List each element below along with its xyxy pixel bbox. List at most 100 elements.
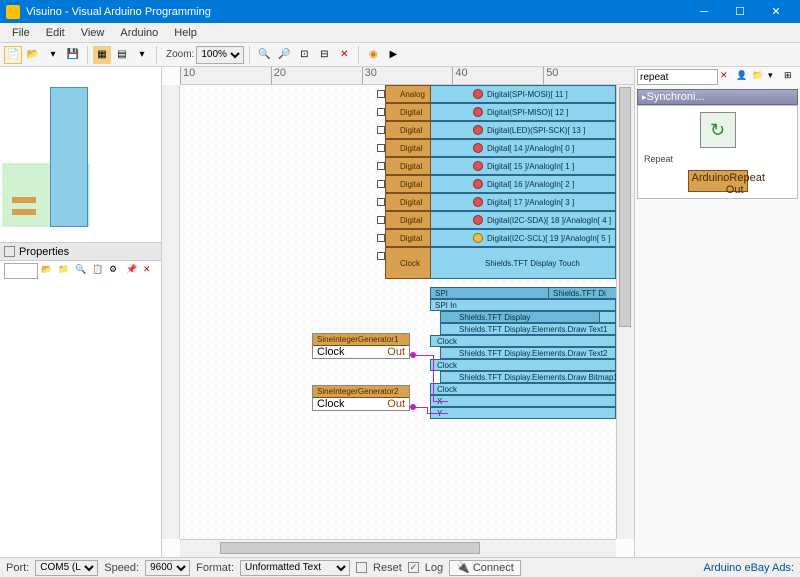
pin-label-digital: Digital [385,175,431,193]
zoom-fit-icon[interactable]: ⊡ [295,46,313,64]
menu-view[interactable]: View [73,25,113,41]
left-panel: Properties 📂 📁 🔍 📋 ⚙ 📌 ✕ [0,67,162,557]
pin-label-digital: Digital [385,211,431,229]
save-button[interactable]: 💾 [64,46,82,64]
dropdown-icon[interactable]: ▾ [44,46,62,64]
close-button[interactable]: ✕ [758,0,794,23]
delete-icon[interactable]: ✕ [335,46,353,64]
zoom-in-icon[interactable]: 🔍 [255,46,273,64]
statusbar: Port: COM5 (L Speed: 9600 Format: Unform… [0,557,800,577]
app-icon [6,5,20,19]
component-palette: ✕ 👤 📁 ▾ ⊞ ▸ Synchroni... ↻ Repeat Arduin… [634,67,800,557]
pin-indicator-icon [473,161,483,171]
pin-label-digital: Digital [385,157,431,175]
shield-clock3[interactable]: Clock [430,383,616,395]
zoom-sel-icon[interactable]: ⊟ [315,46,333,64]
grid-button[interactable]: ▦ [93,46,111,64]
props-pin-icon[interactable]: 📌 [126,264,140,278]
minimize-button[interactable]: ─ [686,0,722,23]
pin-indicator-icon [473,233,483,243]
gen1-out-port[interactable]: Out [387,346,405,358]
pin-label-clock: Clock [385,247,431,279]
pin-port[interactable] [377,162,385,170]
props-btn4[interactable]: 📋 [92,264,106,278]
repeat-component[interactable]: ArduinoRepeat Out [688,170,748,192]
reset-checkbox[interactable] [356,562,367,573]
pin-port[interactable] [377,198,385,206]
category-header[interactable]: ▸ Synchroni... [637,89,798,105]
dropdown2-icon[interactable]: ▾ [133,46,151,64]
generator2-title: SineIntegerGenerator2 [313,386,409,398]
shield-draw-text2[interactable]: Shields.TFT Display.Elements.Draw Text2 [440,347,616,359]
props-btn2[interactable]: 📁 [58,264,72,278]
format-select[interactable]: Unformatted Text [240,560,350,576]
pin-port[interactable] [377,216,385,224]
pin-port[interactable] [377,126,385,134]
upload-icon[interactable]: ▶ [384,46,402,64]
format-label: Format: [196,562,234,574]
scrollbar-vertical[interactable] [616,85,634,539]
shield-draw-text1[interactable]: Shields.TFT Display.Elements.Draw Text1 [440,323,616,335]
compile-icon[interactable]: ◉ [364,46,382,64]
pin-port[interactable] [377,144,385,152]
layout-button[interactable]: ▤ [113,46,131,64]
generator-block-1[interactable]: SineIntegerGenerator1 ClockOut [312,333,410,359]
generator-block-2[interactable]: SineIntegerGenerator2 Clock Out [312,385,410,411]
menu-arduino[interactable]: Arduino [112,25,166,41]
palette-btn1[interactable]: 👤 [736,70,750,84]
wire [433,401,448,402]
maximize-button[interactable]: ☐ [722,0,758,23]
shield-draw-bitmap[interactable]: Shields.TFT Display.Elements.Draw Bitmap… [440,371,616,383]
pin-indicator-icon [473,197,483,207]
wire [413,407,427,408]
shield-spi-in[interactable]: SPI In [430,299,616,311]
gen2-clock-port[interactable]: Clock [317,398,345,410]
pin-port[interactable] [377,180,385,188]
wire [427,413,448,414]
wire [433,355,434,401]
pin-port[interactable] [377,108,385,116]
shield-clock2[interactable]: Clock [430,359,616,371]
design-canvas[interactable]: AnalogDigital(SPI-MOSI)[ 11 ] DigitalDig… [180,85,616,539]
pin-label-digital: Digital [385,229,431,247]
shield-clock1[interactable]: Clock [430,335,616,347]
shield-y-port[interactable]: Y [430,407,616,419]
component-search-input[interactable] [637,69,718,85]
shield-x-port[interactable]: X [430,395,616,407]
open-button[interactable]: 📂 [24,46,42,64]
props-btn3[interactable]: 🔍 [75,264,89,278]
gen1-clock-port[interactable]: Clock [317,346,345,358]
properties-filter-input[interactable] [4,263,38,279]
pin-label-digital: Digital [385,121,431,139]
overview-panel[interactable] [0,67,161,243]
port-select[interactable]: COM5 (L [35,560,98,576]
clear-search-icon[interactable]: ✕ [720,70,734,84]
gen2-out-port[interactable]: Out [387,398,405,410]
log-checkbox[interactable] [408,562,419,573]
pin-port[interactable] [377,252,385,260]
props-btn5[interactable]: ⚙ [109,264,123,278]
props-close-icon[interactable]: ✕ [143,264,157,278]
new-button[interactable]: 📄 [4,46,22,64]
zoom-select[interactable]: 100% [196,46,244,64]
ruler-horizontal: 1020304050 [180,67,634,85]
shield-tft-di[interactable]: Shields.TFT Di [548,287,616,299]
props-btn1[interactable]: 📂 [41,264,55,278]
connect-button[interactable]: 🔌 Connect [449,560,521,576]
menu-edit[interactable]: Edit [38,25,73,41]
menu-help[interactable]: Help [166,25,205,41]
shield-display[interactable]: Shields.TFT Display [440,311,600,323]
palette-btn3[interactable]: ▾ [768,70,782,84]
pin-port[interactable] [377,234,385,242]
pin-indicator-icon [473,89,483,99]
zoom-out-icon[interactable]: 🔎 [275,46,293,64]
menu-file[interactable]: File [4,25,38,41]
ruler-vertical [162,85,180,539]
palette-btn4[interactable]: ⊞ [784,70,798,84]
pin-port[interactable] [377,90,385,98]
scrollbar-horizontal[interactable] [180,539,616,557]
properties-checkbox[interactable] [4,246,15,257]
palette-btn2[interactable]: 📁 [752,70,766,84]
speed-select[interactable]: 9600 [145,560,190,576]
repeat-component-icon[interactable]: ↻ [700,112,736,148]
